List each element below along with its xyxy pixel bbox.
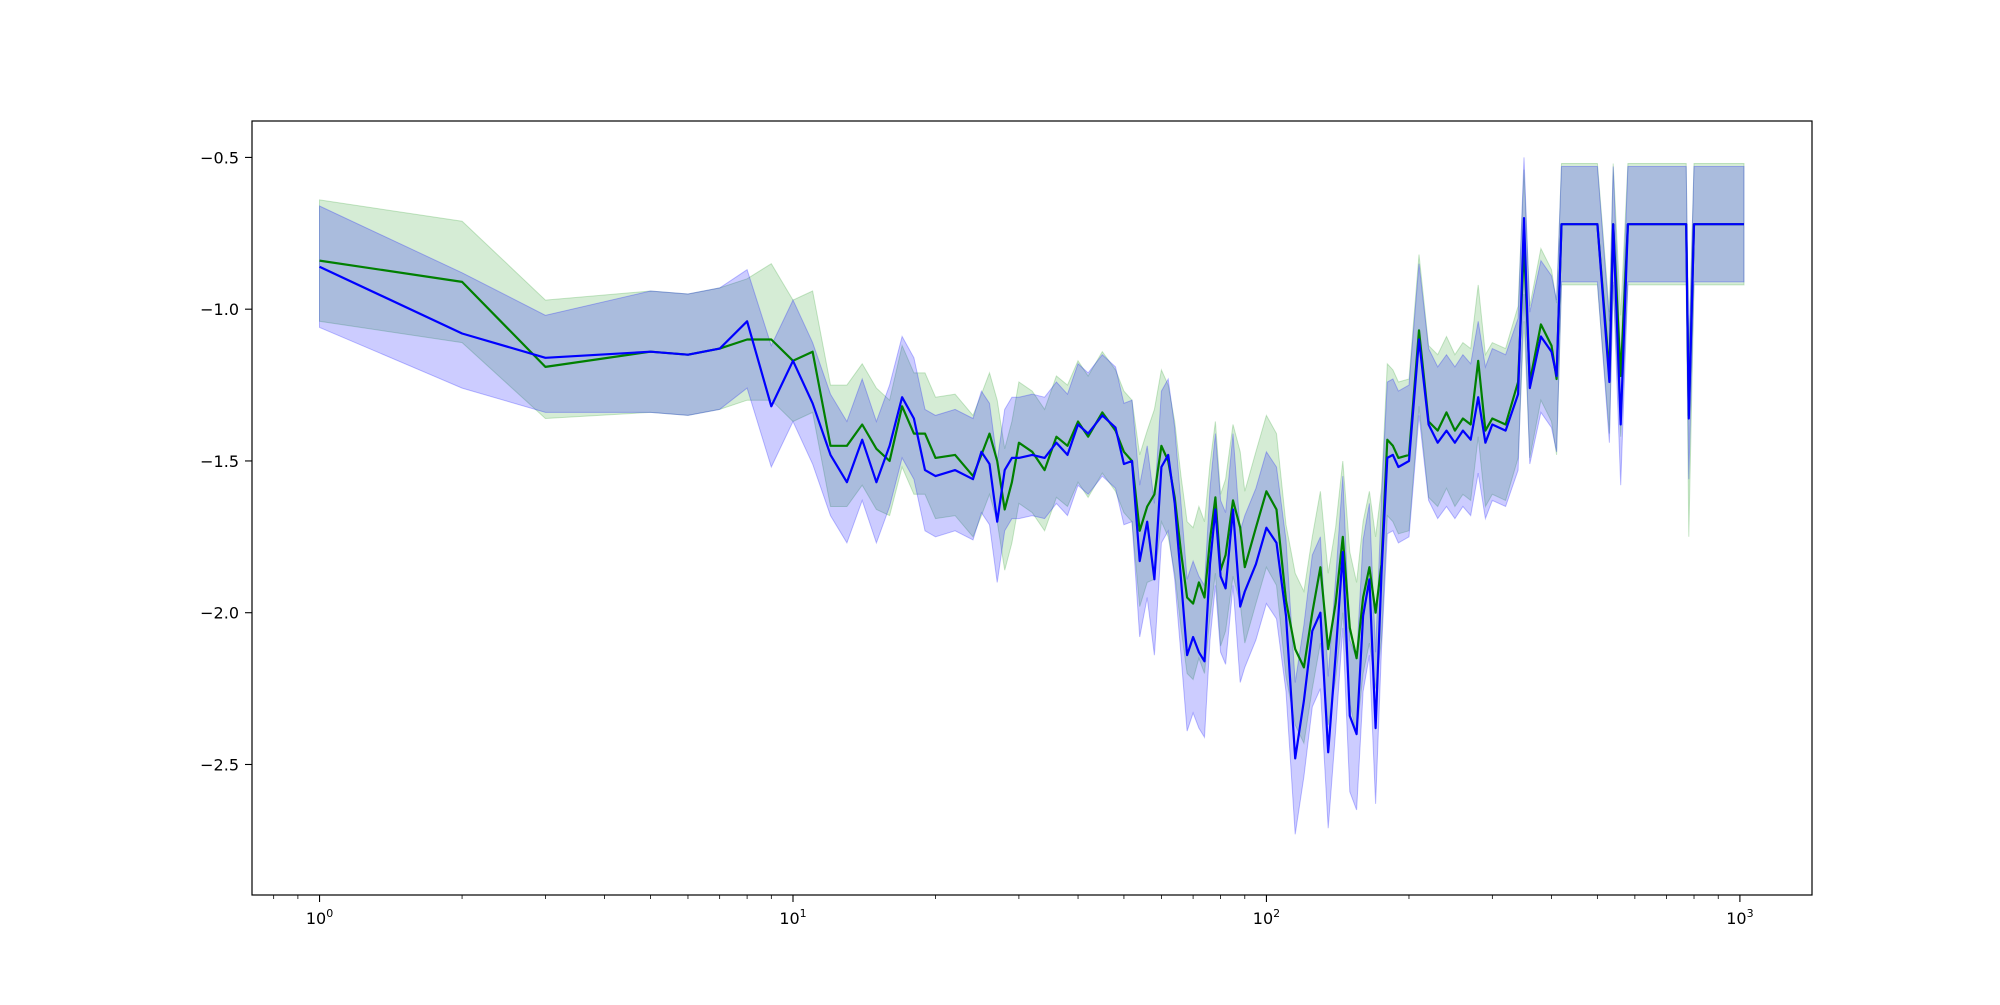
confidence-bands xyxy=(319,157,1745,835)
series-1-line xyxy=(319,217,1744,760)
x-tick-label: 102 xyxy=(1253,907,1280,928)
y-tick-label: −2.0 xyxy=(200,604,239,623)
y-tick-label: −1.5 xyxy=(200,452,239,471)
x-axis: 100 101 102 103 xyxy=(273,895,1754,928)
series-0-band xyxy=(319,163,1745,745)
plot-frame xyxy=(251,120,1813,896)
x-tick-label: 103 xyxy=(1726,907,1753,928)
y-tick-label: −0.5 xyxy=(200,148,239,167)
series-lines xyxy=(319,217,1744,760)
x-tick-label: 100 xyxy=(306,907,333,928)
y-tick-label: −2.5 xyxy=(200,755,239,774)
x-tick-label: 101 xyxy=(779,907,806,928)
y-tick-label: −1.0 xyxy=(200,300,239,319)
y-axis: −0.5 −1.0 −1.5 −2.0 −2.5 xyxy=(200,148,252,774)
series-1-band xyxy=(319,157,1745,835)
